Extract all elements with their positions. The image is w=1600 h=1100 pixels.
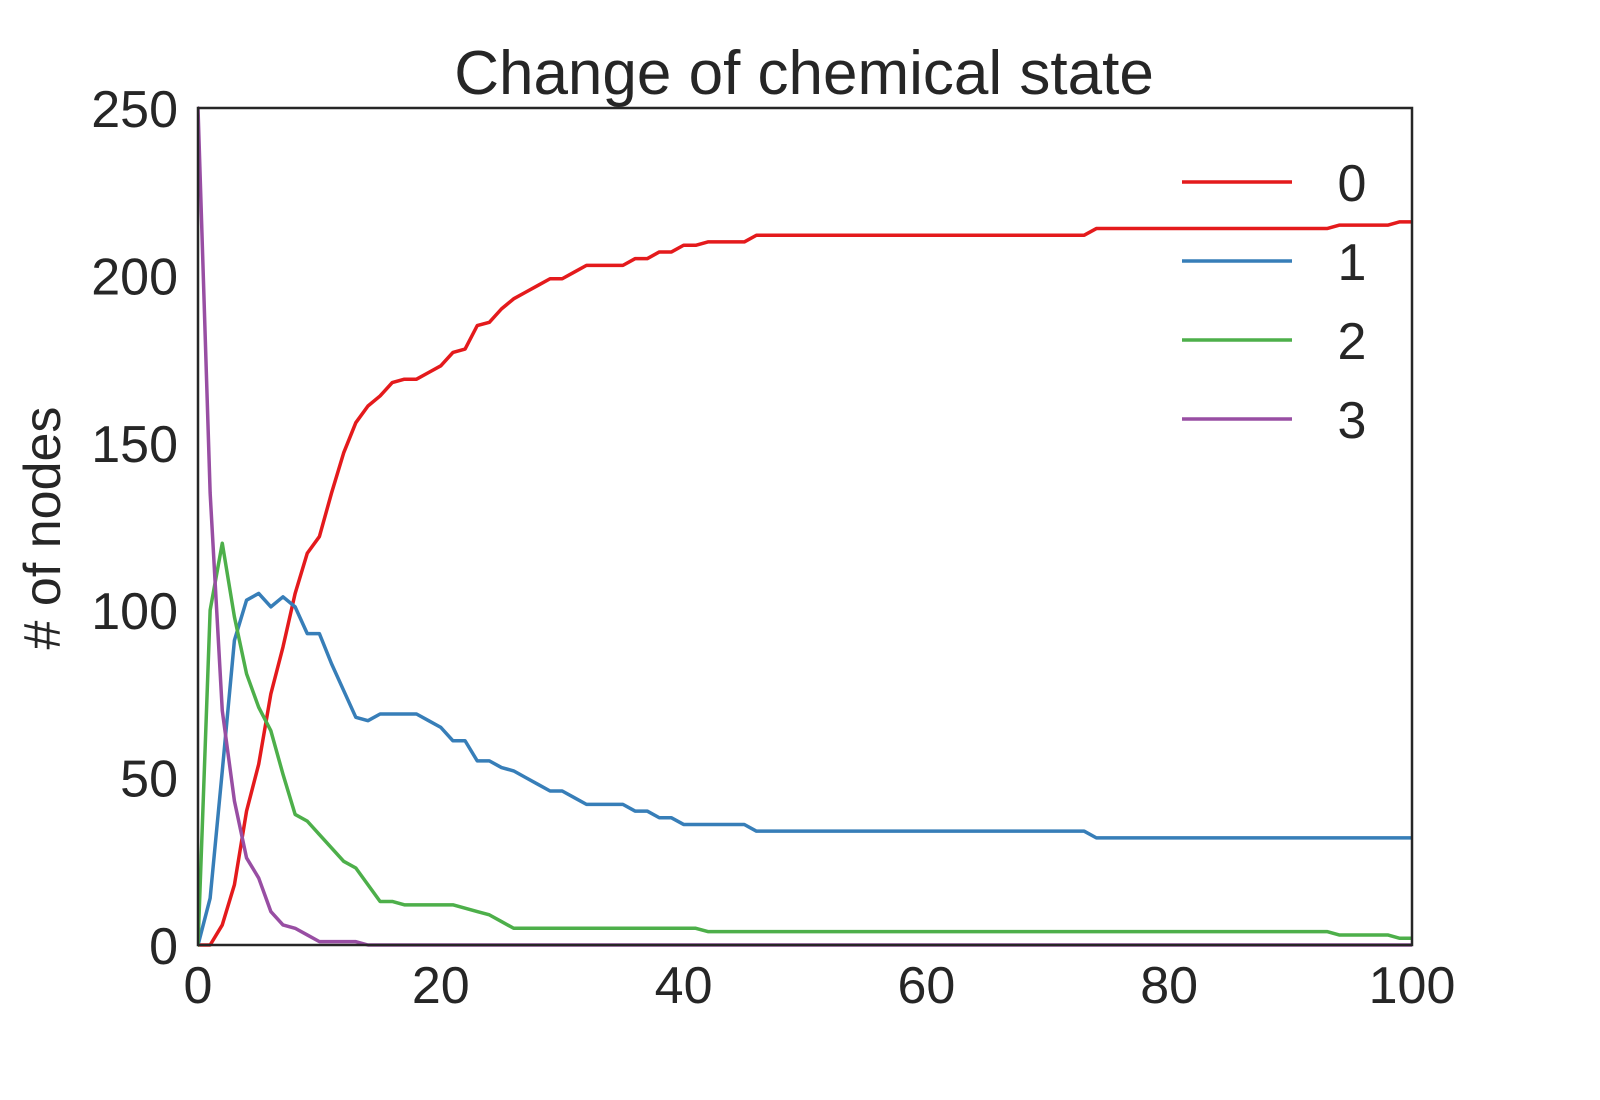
axes-frame bbox=[196, 106, 1414, 947]
y-tick-label: 50 bbox=[120, 751, 178, 809]
legend-label: 3 bbox=[1338, 392, 1367, 450]
x-tick-label: 100 bbox=[1369, 957, 1456, 1015]
series-layer bbox=[198, 106, 1412, 947]
x-tick-label: 0 bbox=[184, 957, 213, 1015]
legend-item-0: 0 bbox=[1182, 155, 1366, 213]
series-line-0 bbox=[198, 220, 1412, 947]
y-axis-label: # of nodes bbox=[14, 407, 72, 650]
legend-label: 0 bbox=[1338, 155, 1367, 213]
x-tick-label: 20 bbox=[412, 957, 470, 1015]
legend-label: 2 bbox=[1338, 313, 1367, 371]
y-tick-label: 0 bbox=[149, 918, 178, 976]
x-tick-label: 80 bbox=[1140, 957, 1198, 1015]
series-line-2 bbox=[198, 541, 1412, 947]
series-line-1 bbox=[198, 591, 1412, 947]
x-tick-label: 40 bbox=[655, 957, 713, 1015]
y-tick-label: 150 bbox=[91, 416, 178, 474]
y-tick-label: 200 bbox=[91, 248, 178, 306]
legend-item-2: 2 bbox=[1182, 313, 1366, 371]
chart-title: Change of chemical state bbox=[454, 39, 1154, 108]
legend-label: 1 bbox=[1338, 234, 1367, 292]
y-tick-label: 100 bbox=[91, 583, 178, 641]
legend-item-1: 1 bbox=[1182, 234, 1366, 292]
y-tick-label: 250 bbox=[91, 81, 178, 139]
legend: 0 1 2 3 bbox=[1182, 155, 1366, 450]
x-tick-label: 60 bbox=[897, 957, 955, 1015]
series-line-3 bbox=[198, 106, 1412, 947]
legend-item-3: 3 bbox=[1182, 392, 1366, 450]
